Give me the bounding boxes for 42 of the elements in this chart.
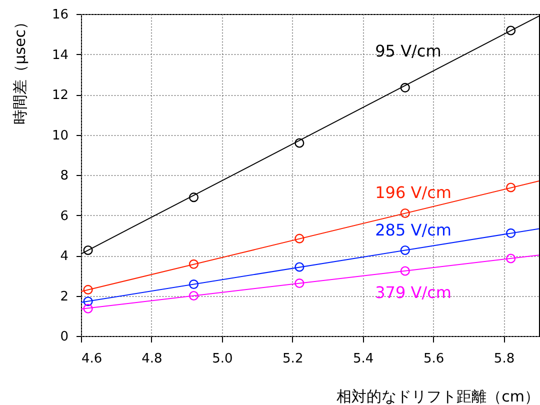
point xyxy=(506,182,516,192)
point xyxy=(188,192,199,202)
series-label: 196 V/cm xyxy=(375,183,452,202)
point xyxy=(83,245,93,256)
y-axis-title: 時間差（μsec） xyxy=(10,14,29,124)
point xyxy=(83,284,93,294)
point xyxy=(83,296,93,306)
point xyxy=(400,208,410,218)
point xyxy=(188,280,199,290)
x-axis-title: 相対的なドリフト距離（cm） xyxy=(336,388,540,405)
point xyxy=(294,262,304,272)
point xyxy=(188,290,199,301)
y-tick-label: 2 xyxy=(60,289,68,304)
x-tick-label: 5.2 xyxy=(282,352,304,366)
point xyxy=(294,278,304,288)
point xyxy=(400,245,410,256)
y-tick-label: 0 xyxy=(60,330,68,344)
point xyxy=(506,254,516,264)
x-tick-label: 4.8 xyxy=(142,352,162,366)
y-tick-label: 6 xyxy=(60,208,68,224)
point xyxy=(294,138,304,148)
point xyxy=(400,266,410,276)
series-label: 285 V/cm xyxy=(375,220,452,240)
point xyxy=(188,259,199,269)
x-tick-label: 5.8 xyxy=(494,352,515,366)
x-tick-label: 4.6 xyxy=(82,352,102,366)
point xyxy=(294,234,304,244)
y-tick-label: 10 xyxy=(52,128,68,144)
y-tick-label: 12 xyxy=(52,88,68,103)
y-tick-label: 4 xyxy=(60,249,68,264)
y-tick-label: 14 xyxy=(52,48,68,63)
point xyxy=(83,304,93,314)
series-label: 379 V/cm xyxy=(375,282,452,302)
x-tick-label: 5.0 xyxy=(212,352,233,366)
point xyxy=(506,26,516,36)
point xyxy=(506,228,516,238)
x-tick-label: 5.6 xyxy=(423,352,444,366)
y-tick-label: 16 xyxy=(52,8,68,22)
point xyxy=(400,82,410,92)
text: 95 V/cm xyxy=(375,42,442,61)
x-tick-label: 5.4 xyxy=(353,352,374,366)
y-tick-label: 8 xyxy=(60,168,68,184)
